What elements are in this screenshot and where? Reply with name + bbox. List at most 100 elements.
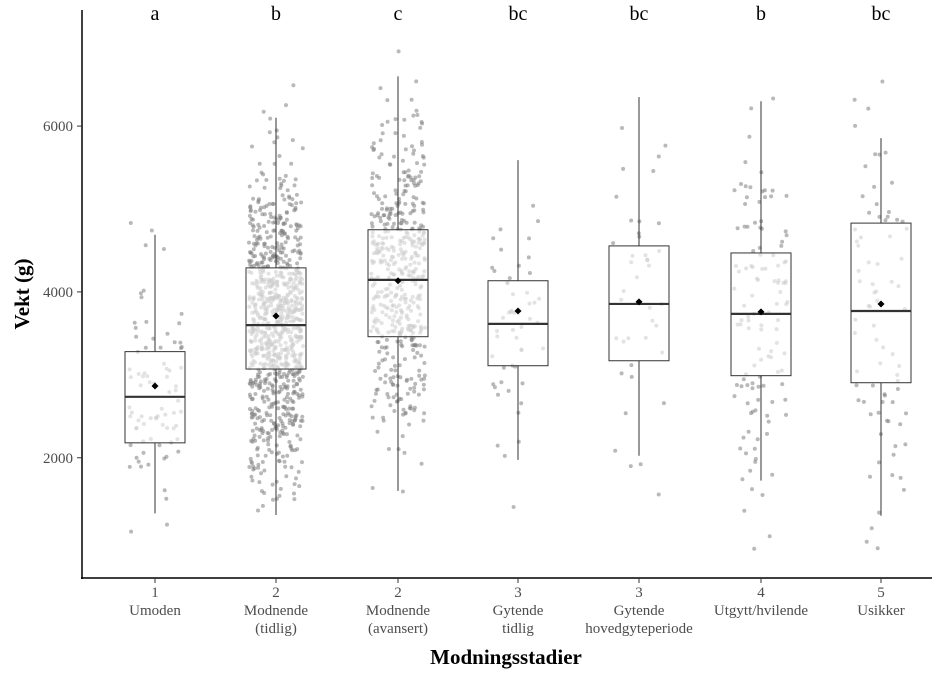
data-point [398, 375, 403, 380]
data-point [294, 192, 299, 197]
x-tick-code: 4 [757, 585, 765, 601]
data-point [753, 220, 757, 225]
data-point [385, 351, 390, 356]
data-point [262, 241, 267, 246]
data-point [388, 209, 393, 214]
data-point [399, 397, 404, 402]
data-point [282, 459, 287, 464]
data-point [620, 126, 624, 130]
data-point [408, 406, 413, 411]
significance-letter: b [271, 3, 281, 25]
data-point [282, 397, 287, 402]
data-point [370, 486, 375, 490]
data-point [402, 450, 407, 455]
data-point [270, 245, 275, 249]
data-point [752, 446, 757, 451]
data-point [269, 215, 274, 219]
data-point [375, 429, 380, 434]
data-point [369, 221, 374, 226]
data-point [411, 113, 416, 118]
data-point [860, 194, 865, 199]
data-point [384, 207, 389, 212]
data-point [248, 250, 252, 255]
data-point [251, 196, 256, 201]
data-point [372, 214, 377, 219]
x-tick-label: Modnende [244, 603, 308, 619]
data-point [294, 228, 299, 233]
data-point [893, 444, 898, 449]
data-point [252, 234, 257, 239]
data-point [740, 477, 745, 482]
data-point [293, 235, 298, 240]
y-axis-title: Vekt (g) [10, 259, 34, 330]
data-point [266, 219, 271, 224]
data-point [392, 221, 396, 226]
data-point [492, 269, 497, 273]
data-point [283, 464, 288, 469]
data-point [393, 363, 397, 368]
data-point [900, 219, 905, 224]
data-point [250, 428, 255, 433]
data-point [280, 454, 285, 459]
data-point [898, 475, 903, 480]
data-point [383, 194, 388, 199]
data-point [256, 462, 261, 467]
data-point [268, 116, 273, 121]
data-point [256, 465, 261, 470]
data-point [276, 450, 281, 455]
data-point [413, 175, 418, 180]
data-point [898, 422, 903, 427]
data-point [272, 421, 277, 426]
data-point [291, 384, 296, 389]
data-point [262, 468, 267, 473]
data-point [870, 383, 875, 388]
data-point [661, 401, 666, 406]
data-point [280, 193, 285, 198]
data-point [283, 425, 288, 430]
data-point [284, 103, 288, 108]
data-point [128, 443, 133, 448]
data-point [277, 493, 282, 498]
data-point [283, 173, 288, 178]
data-point [294, 222, 299, 227]
data-point [419, 461, 424, 466]
data-point [414, 79, 419, 84]
data-point [387, 216, 392, 221]
data-point [755, 437, 760, 442]
data-point [267, 130, 272, 135]
data-point [378, 138, 383, 143]
data-point [750, 487, 754, 492]
data-point [760, 493, 765, 497]
data-point [381, 213, 386, 218]
data-point [417, 373, 422, 378]
data-point [495, 443, 500, 448]
data-point [263, 377, 267, 382]
data-point [739, 182, 743, 186]
data-point [265, 413, 269, 418]
data-point [281, 178, 286, 183]
data-point [255, 447, 260, 452]
data-point [141, 288, 146, 293]
data-point [651, 169, 656, 173]
data-point [297, 248, 302, 253]
data-point [289, 203, 294, 208]
data-point [391, 375, 396, 380]
data-point [292, 482, 297, 487]
data-point [259, 471, 264, 476]
data-point [295, 391, 300, 396]
data-point [248, 204, 253, 209]
data-point [271, 254, 276, 259]
data-point [294, 381, 299, 386]
data-point [400, 211, 405, 216]
data-point [403, 411, 408, 416]
data-point [267, 256, 272, 261]
data-point [299, 200, 304, 205]
data-point [158, 345, 163, 350]
data-point [418, 179, 423, 184]
data-point [287, 421, 292, 426]
data-point [165, 522, 169, 527]
data-point [763, 195, 767, 200]
data-point [403, 147, 408, 152]
data-point [164, 454, 169, 459]
data-point [375, 340, 380, 344]
